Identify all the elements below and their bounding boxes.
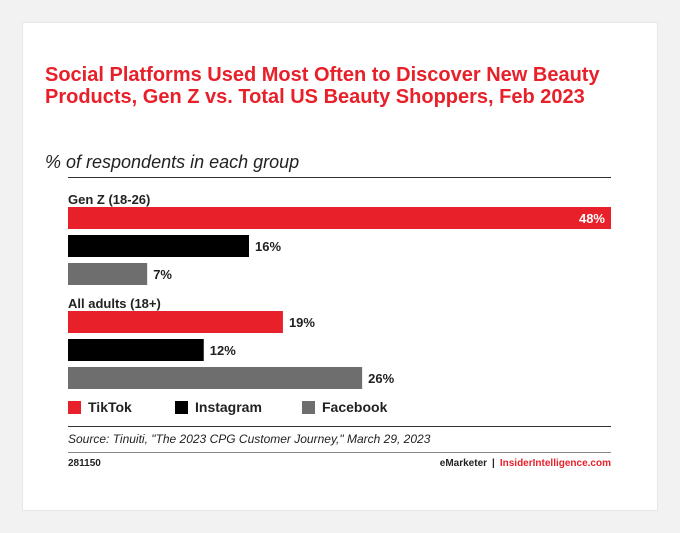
- chart-credits: eMarketer | InsiderIntelligence.com: [440, 458, 611, 469]
- data-label-facebook-group-1: 26%: [368, 371, 394, 386]
- chart-source: Source: Tinuiti, "The 2023 CPG Customer …: [68, 432, 431, 446]
- legend-item-instagram: Instagram: [175, 399, 262, 415]
- credit-separator: |: [492, 458, 495, 469]
- legend-item-tiktok: TikTok: [68, 399, 132, 415]
- legend-swatch-tiktok: [68, 400, 81, 414]
- legend-label-instagram: Instagram: [195, 399, 262, 415]
- data-label-instagram-group-0: 16%: [255, 239, 281, 254]
- group-label-0: Gen Z (18-26): [68, 192, 150, 207]
- header-rule: [68, 177, 611, 178]
- legend-label-facebook: Facebook: [322, 399, 388, 415]
- chart-subtitle: % of respondents in each group: [45, 152, 300, 172]
- data-label-tiktok-group-0: 48%: [579, 211, 605, 226]
- bar-facebook-group-0: [68, 263, 148, 285]
- bar-chart: Gen Z (18-26) 48% 16% 7% All adults (18+) 19%…: [68, 192, 611, 389]
- bar-instagram-group-0: [68, 235, 249, 257]
- legend-item-facebook: Facebook: [302, 399, 387, 415]
- chart-id: 281150: [68, 458, 101, 469]
- bar-tiktok-group-0: [68, 207, 611, 229]
- data-label-tiktok-group-1: 19%: [289, 315, 315, 330]
- bar-tiktok-group-1: [68, 311, 283, 333]
- legend-swatch-facebook: [302, 400, 315, 414]
- bar-instagram-group-1: [68, 339, 204, 361]
- footer-rule: [68, 426, 611, 427]
- bar-facebook-group-1: [68, 367, 363, 389]
- footer-rule-bottom: [68, 452, 611, 453]
- group-label-1: All adults (18+): [68, 296, 161, 311]
- chart-title: Social Platforms Used Most Often to Disc…: [45, 64, 600, 108]
- legend-swatch-instagram: [175, 400, 188, 414]
- credit-emarketer: eMarketer: [439, 458, 488, 469]
- legend-label-tiktok: TikTok: [88, 399, 132, 415]
- data-label-instagram-group-1: 12%: [210, 343, 236, 358]
- credit-insiderintelligence-link[interactable]: InsiderIntelligence.com: [499, 458, 611, 469]
- data-label-facebook-group-0: 7%: [153, 267, 172, 282]
